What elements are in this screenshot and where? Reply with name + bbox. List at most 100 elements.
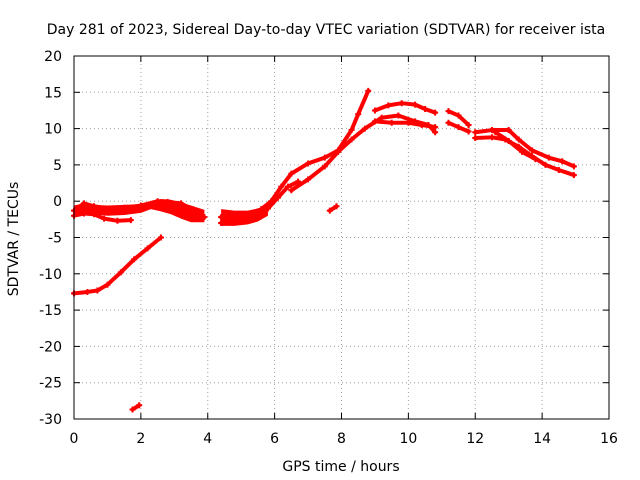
series-track-f bbox=[218, 178, 302, 226]
x-tick-label: 2 bbox=[136, 431, 145, 447]
series-track-n bbox=[492, 129, 539, 163]
data-point-marker bbox=[144, 245, 151, 252]
series-line-track-h bbox=[372, 101, 438, 115]
y-tick-label: 0 bbox=[53, 194, 62, 210]
series-track-c bbox=[71, 234, 164, 297]
series-track-g bbox=[288, 112, 439, 194]
data-point-marker bbox=[131, 256, 138, 263]
data-point-marker bbox=[542, 161, 549, 168]
y-tick-label: 10 bbox=[44, 122, 62, 138]
data-point-marker bbox=[422, 105, 429, 112]
data-point-marker bbox=[127, 217, 134, 224]
data-point-marker bbox=[218, 214, 225, 221]
data-point-marker bbox=[545, 154, 552, 161]
series-track-l bbox=[472, 127, 577, 170]
x-axis-ticks: 0 2 4 6 8 10 12 14 16 bbox=[70, 56, 618, 447]
x-tick-label: 8 bbox=[337, 431, 346, 447]
data-point-marker bbox=[129, 406, 136, 413]
chart-title: Day 281 of 2023, Sidereal Day-to-day VTE… bbox=[47, 22, 605, 38]
y-tick-label: 15 bbox=[44, 85, 62, 101]
series-track-h bbox=[371, 100, 439, 116]
x-axis-label: GPS time / hours bbox=[282, 459, 399, 475]
series-track-k bbox=[445, 119, 472, 135]
series-track-j bbox=[445, 108, 472, 128]
series-line-track-i bbox=[372, 119, 438, 130]
data-point-marker bbox=[348, 127, 355, 134]
data-point-marker bbox=[398, 100, 405, 107]
y-tick-label: -5 bbox=[48, 231, 62, 247]
data-point-marker bbox=[371, 118, 378, 125]
data-point-marker bbox=[378, 114, 385, 121]
data-point-marker bbox=[455, 112, 462, 119]
x-tick-label: 10 bbox=[399, 431, 417, 447]
data-point-marker bbox=[121, 204, 128, 211]
data-point-marker bbox=[472, 135, 479, 142]
data-point-marker bbox=[555, 166, 562, 173]
y-tick-label: -25 bbox=[39, 376, 62, 392]
data-point-marker bbox=[505, 137, 512, 144]
data-point-marker bbox=[532, 156, 539, 163]
data-point-marker bbox=[201, 214, 208, 221]
data-point-marker bbox=[559, 158, 566, 165]
series-track-i bbox=[371, 118, 439, 131]
data-point-marker bbox=[231, 219, 238, 226]
data-point-marker bbox=[94, 287, 101, 294]
data-point-marker bbox=[570, 163, 577, 170]
data-point-marker bbox=[104, 281, 111, 288]
data-point-marker bbox=[137, 202, 144, 209]
y-axis-ticks: -30 -25 -20 -15 -10 -5 0 5 10 15 20 bbox=[39, 49, 609, 428]
data-point-marker bbox=[136, 402, 143, 409]
data-point-marker bbox=[244, 211, 251, 218]
data-point-marker bbox=[432, 109, 439, 116]
y-tick-label: 20 bbox=[44, 49, 62, 65]
data-point-marker bbox=[355, 111, 362, 118]
data-point-marker bbox=[472, 129, 479, 136]
data-point-marker bbox=[361, 125, 368, 132]
data-point-marker bbox=[365, 87, 372, 94]
data-point-marker bbox=[285, 183, 291, 190]
data-point-marker bbox=[445, 119, 452, 126]
sdtvar-band-band-1 bbox=[74, 199, 205, 223]
data-series bbox=[71, 87, 577, 413]
y-tick-label: 5 bbox=[53, 158, 62, 174]
data-point-marker bbox=[445, 108, 452, 115]
data-point-marker bbox=[278, 183, 285, 190]
data-point-marker bbox=[505, 127, 512, 134]
data-point-marker bbox=[305, 176, 312, 183]
data-point-marker bbox=[288, 187, 295, 194]
data-point-marker bbox=[117, 269, 124, 276]
data-point-marker bbox=[333, 203, 340, 210]
data-point-marker bbox=[81, 200, 88, 207]
data-point-marker bbox=[104, 205, 111, 212]
series-track-e bbox=[218, 87, 372, 221]
data-point-marker bbox=[418, 121, 425, 128]
data-point-marker bbox=[371, 107, 378, 114]
data-point-marker bbox=[84, 288, 91, 295]
data-point-marker bbox=[529, 147, 536, 154]
data-point-marker bbox=[465, 121, 472, 128]
data-point-marker bbox=[335, 148, 342, 155]
grid-lines bbox=[74, 56, 609, 419]
data-point-marker bbox=[218, 219, 225, 226]
data-point-marker bbox=[385, 102, 392, 109]
data-point-marker bbox=[264, 205, 271, 212]
series-track-o bbox=[326, 203, 340, 214]
data-point-marker bbox=[465, 128, 472, 135]
x-tick-label: 6 bbox=[270, 431, 279, 447]
x-tick-label: 0 bbox=[70, 431, 79, 447]
data-point-marker bbox=[274, 194, 281, 201]
data-point-marker bbox=[101, 215, 108, 222]
y-tick-label: -15 bbox=[39, 303, 62, 319]
data-point-marker bbox=[91, 203, 98, 210]
data-point-marker bbox=[432, 124, 439, 131]
data-point-marker bbox=[157, 234, 164, 241]
data-point-marker bbox=[178, 200, 184, 207]
x-tick-label: 4 bbox=[203, 431, 212, 447]
data-point-marker bbox=[519, 148, 526, 155]
y-tick-label: -20 bbox=[39, 339, 62, 355]
data-point-marker bbox=[244, 217, 251, 224]
data-point-marker bbox=[388, 119, 395, 126]
series-track-a bbox=[71, 198, 208, 221]
series-line-track-n bbox=[493, 130, 538, 162]
